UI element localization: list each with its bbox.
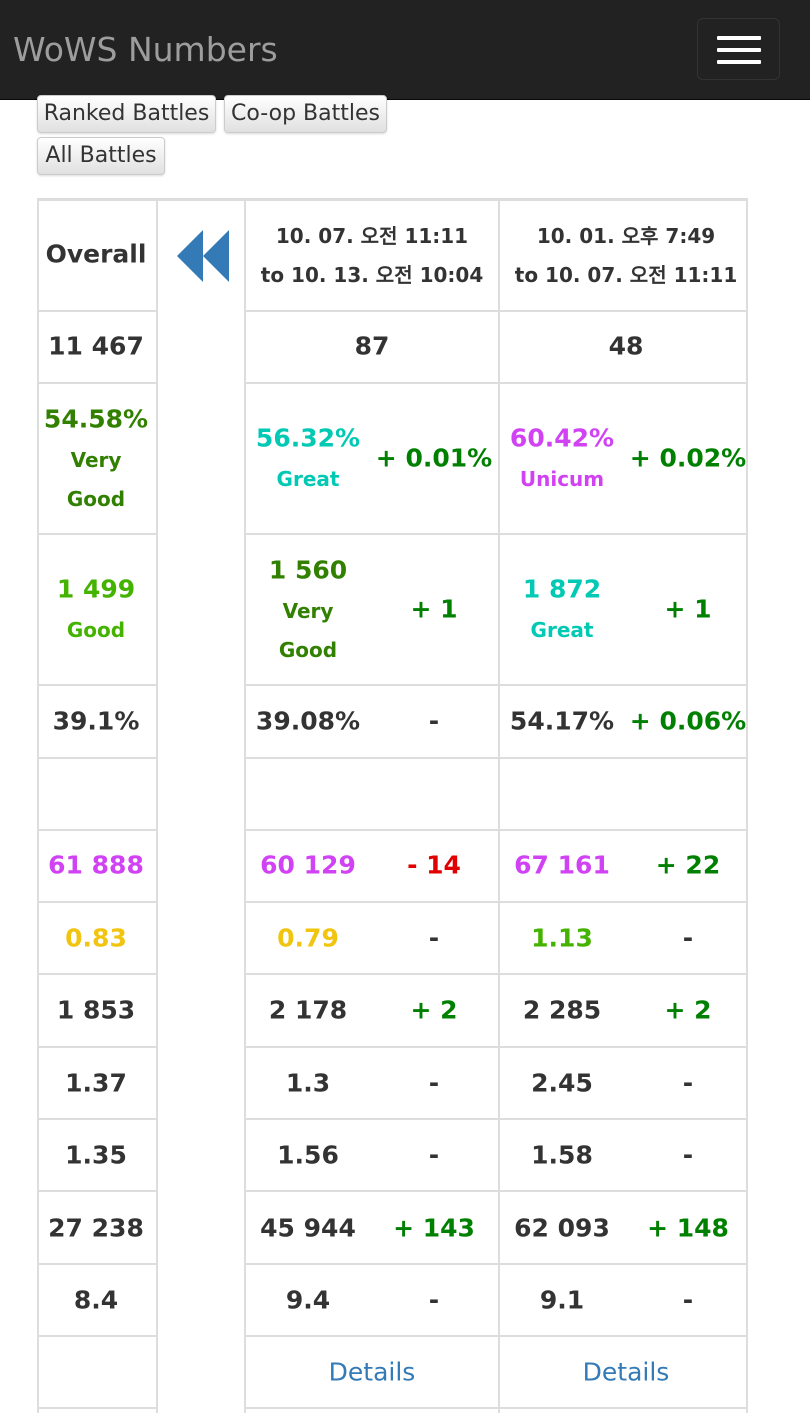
period-1-stat-9: 45 944 [260, 1213, 356, 1243]
period-2-avg-damage-delta: + 22 [655, 850, 721, 880]
row-divider [37, 1046, 748, 1048]
column-divider [37, 198, 39, 1413]
period-1-stat-10: 9.4 [285, 1285, 331, 1315]
period-2-avg-damage: 67 161 [514, 850, 610, 880]
overall-avg-xp: 1 853 [56, 995, 136, 1025]
overall-avg-planes: 1.35 [65, 1140, 127, 1170]
hamburger-menu-icon [717, 36, 761, 40]
period-2-winrate-rating: Unicum [519, 467, 605, 491]
overall-winrate: 54.58% [43, 404, 149, 434]
table-border [37, 198, 748, 201]
double-chevron-left-icon[interactable] [177, 230, 231, 282]
overall-header: Overall [45, 239, 147, 269]
row-divider [37, 1118, 748, 1120]
row-divider [37, 829, 748, 831]
period-1-end: to 10. 13. 오전 10:04 [260, 263, 484, 287]
column-divider [498, 198, 500, 1413]
period-1-survival-delta: - [428, 706, 440, 736]
row-divider [37, 1263, 748, 1265]
period-2-pr-delta: + 1 [664, 594, 712, 624]
period-2-battles: 48 [608, 331, 644, 361]
period-1-battles: 87 [354, 331, 390, 361]
gap-mask [158, 310, 244, 1413]
period-2-stat-10: 9.1 [539, 1285, 585, 1315]
period-1-kd-delta: - [428, 923, 440, 953]
row-divider [37, 973, 748, 975]
menu-toggle-button[interactable] [697, 18, 780, 80]
period-1-avg-planes: 1.56 [277, 1140, 339, 1170]
overall-battles: 11 467 [48, 331, 144, 361]
column-divider [156, 198, 158, 1413]
period-1-survival: 39.08% [255, 706, 361, 736]
period-2-avg-planes-delta: - [682, 1140, 694, 1170]
period-2-end: to 10. 07. 오전 11:11 [514, 263, 738, 287]
period-1-avg-frags-delta: - [428, 1068, 440, 1098]
row-divider [37, 757, 748, 759]
coop-battles-button[interactable]: Co-op Battles [224, 95, 387, 133]
column-divider [244, 198, 246, 1413]
period-2-avg-xp: 2 285 [522, 995, 602, 1025]
column-divider [746, 198, 748, 1413]
period-1-pr-rating: Good [278, 638, 338, 662]
period-1-avg-frags: 1.3 [285, 1068, 331, 1098]
period-1-avg-damage-delta: - 14 [407, 850, 461, 880]
overall-stat-9: 27 238 [48, 1213, 144, 1243]
period-1-winrate: 56.32% [255, 423, 361, 453]
period-2-details-link[interactable]: Details [582, 1357, 670, 1387]
row-divider [37, 1407, 748, 1409]
period-2-avg-planes: 1.58 [531, 1140, 593, 1170]
period-2-winrate-delta: + 0.02% [629, 443, 747, 473]
overall-winrate-rating: Very [70, 448, 122, 472]
overall-pr: 1 499 [56, 574, 136, 604]
row-divider [37, 382, 748, 384]
period-2-survival-delta: + 0.06% [629, 706, 747, 736]
overall-avg-damage: 61 888 [48, 850, 144, 880]
period-1-kd: 0.79 [277, 923, 339, 953]
period-1-pr-delta: + 1 [410, 594, 458, 624]
period-1-start: 10. 07. 오전 11:11 [275, 224, 469, 248]
overall-pr-rating: Good [66, 618, 126, 642]
period-1-avg-planes-delta: - [428, 1140, 440, 1170]
row-divider [37, 1190, 748, 1192]
period-1-pr: 1 560 [268, 555, 348, 585]
period-1-stat-9-delta: + 143 [393, 1213, 475, 1243]
period-1-winrate-delta: + 0.01% [375, 443, 493, 473]
period-2-survival: 54.17% [509, 706, 615, 736]
period-2-stat-10-delta: - [682, 1285, 694, 1315]
row-divider [37, 1335, 748, 1337]
row-divider [37, 901, 748, 903]
overall-winrate-rating: Good [66, 487, 126, 511]
top-navbar: WoWS Numbers [0, 0, 810, 100]
hamburger-menu-icon-bar [717, 60, 761, 64]
period-2-avg-xp-delta: + 2 [664, 995, 712, 1025]
ranked-battles-button[interactable]: Ranked Battles [37, 95, 216, 133]
hamburger-menu-icon-bar [717, 48, 761, 52]
period-2-pr: 1 872 [522, 574, 602, 604]
period-1-pr-rating: Very [282, 599, 334, 623]
row-divider [37, 310, 748, 312]
period-1-avg-xp-delta: + 2 [410, 995, 458, 1025]
period-2-avg-frags-delta: - [682, 1068, 694, 1098]
period-2-winrate: 60.42% [509, 423, 615, 453]
period-1-avg-damage: 60 129 [260, 850, 356, 880]
overall-kd: 0.83 [65, 923, 127, 953]
period-2-stat-9: 62 093 [514, 1213, 610, 1243]
overall-survival: 39.1% [52, 706, 140, 736]
period-1-stat-10-delta: - [428, 1285, 440, 1315]
period-2-stat-9-delta: + 148 [647, 1213, 729, 1243]
overall-stat-10: 8.4 [73, 1285, 119, 1315]
all-battles-button[interactable]: All Battles [37, 137, 165, 175]
row-divider [37, 533, 748, 535]
period-1-winrate-rating: Great [276, 467, 340, 491]
brand-logo-text[interactable]: WoWS Numbers [13, 30, 278, 69]
row-divider [37, 684, 748, 686]
period-1-details-link[interactable]: Details [328, 1357, 416, 1387]
period-2-kd: 1.13 [531, 923, 593, 953]
overall-avg-frags: 1.37 [65, 1068, 127, 1098]
period-2-start: 10. 01. 오후 7:49 [536, 224, 716, 248]
period-2-pr-rating: Great [530, 618, 594, 642]
period-2-kd-delta: - [682, 923, 694, 953]
period-2-avg-frags: 2.45 [531, 1068, 593, 1098]
period-1-avg-xp: 2 178 [268, 995, 348, 1025]
